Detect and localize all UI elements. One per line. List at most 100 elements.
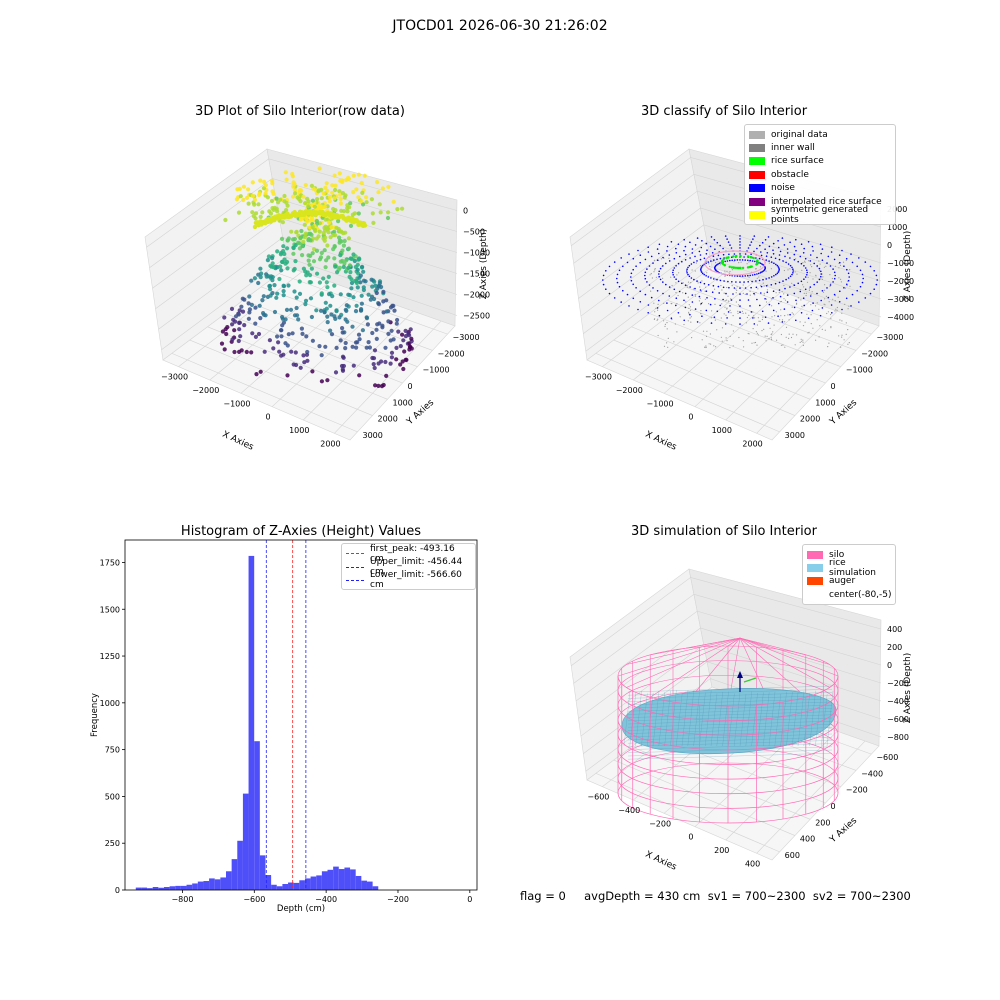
z-tick-label-0: −1500: [463, 270, 490, 279]
noise-point: [602, 279, 604, 281]
original-point: [745, 312, 747, 314]
rice-surface-point: [727, 256, 730, 259]
raw-point: [400, 206, 405, 211]
rice-surface-point: [734, 254, 738, 258]
noise-point: [662, 256, 664, 259]
raw-point: [307, 273, 313, 278]
rice-mesh-line: [623, 690, 631, 747]
raw-point: [337, 315, 342, 320]
rice-mesh-line: [705, 690, 712, 747]
histogram-bar: [372, 886, 379, 890]
original-point: [670, 302, 672, 305]
raw-point: [327, 195, 332, 200]
noise-point: [820, 299, 822, 302]
histogram-bar: [316, 875, 322, 890]
raw-point: [381, 289, 386, 294]
original-point: [704, 290, 706, 292]
original-point: [790, 336, 793, 339]
noise-point: [616, 273, 619, 276]
silo-roof-spoke: [617, 637, 741, 677]
noise-point: [803, 304, 805, 307]
raw-point: [276, 340, 281, 345]
raw-point: [281, 244, 286, 249]
noise-point: [694, 287, 696, 290]
original-point: [830, 317, 832, 319]
raw-point: [386, 331, 391, 336]
raw-point: [252, 197, 258, 202]
auger-arrow: [737, 671, 743, 678]
noise-point: [753, 323, 756, 325]
raw-point: [310, 224, 315, 230]
noise-point: [800, 312, 803, 314]
y-tick-label-0: −1000: [423, 366, 450, 375]
noise-point: [806, 274, 808, 276]
original-point: [721, 303, 723, 305]
noise-point: [858, 257, 860, 259]
original-point: [794, 271, 796, 273]
raw-point: [246, 201, 251, 206]
noise-point: [793, 253, 796, 256]
noise-point: [774, 282, 777, 285]
original-point: [785, 326, 788, 328]
original-point: [667, 346, 669, 348]
raw-point: [223, 217, 228, 223]
rice-surface-point: [732, 266, 736, 269]
rice-surface-point: [749, 265, 752, 269]
z-tick-label-0: −2500: [463, 312, 490, 321]
original-point: [689, 317, 691, 319]
noise-point: [777, 240, 779, 242]
noise-point: [709, 245, 712, 248]
noise-point: [787, 277, 790, 279]
original-point: [781, 319, 784, 321]
raw-point: [329, 332, 335, 337]
raw-point: [285, 238, 290, 243]
noise-point: [795, 319, 797, 322]
original-point: [810, 314, 812, 316]
legend-label: silo: [829, 549, 845, 560]
original-point: [768, 262, 770, 264]
rice-mesh-line: [627, 737, 833, 744]
raw-point: [389, 355, 394, 360]
noise-point: [802, 297, 805, 300]
y-tick-label-0: −3000: [453, 333, 480, 342]
z-tick-label-0: −2000: [463, 291, 490, 300]
original-point: [731, 285, 733, 287]
legend-entry: noise: [749, 182, 889, 195]
histogram-bar: [327, 869, 334, 890]
y-tick-label: 750: [105, 746, 120, 755]
noise-point: [847, 272, 850, 275]
x-tick-label: −600: [243, 895, 265, 904]
raw-point: [350, 324, 355, 329]
noise-point: [730, 247, 733, 249]
raw-point: [349, 277, 354, 282]
raw-point: [272, 309, 278, 315]
noise-point: [656, 259, 659, 262]
original-point: [689, 309, 692, 311]
rice-mesh-line: [627, 708, 833, 715]
raw-point: [250, 210, 255, 215]
noise-point: [710, 277, 712, 279]
raw-point: [222, 347, 227, 352]
raw-point: [401, 366, 406, 372]
original-point: [700, 290, 702, 292]
original-point: [737, 310, 739, 312]
raw-point: [389, 350, 395, 355]
original-point: [821, 278, 823, 280]
original-point: [754, 317, 756, 319]
raw-point: [301, 194, 306, 199]
original-point: [682, 292, 684, 294]
original-point: [728, 272, 730, 274]
original-point: [708, 343, 710, 345]
noise-point: [662, 281, 664, 283]
noise-point: [731, 281, 733, 283]
noise-point: [739, 287, 741, 289]
original-point: [836, 306, 838, 309]
raw-point: [310, 198, 315, 203]
raw-point: [246, 301, 251, 306]
y-tick-label: 1000: [100, 699, 120, 708]
noise-point: [811, 245, 814, 248]
noise-point: [752, 317, 754, 319]
noise-point: [686, 270, 688, 272]
original-point: [810, 264, 812, 266]
original-point: [783, 293, 785, 295]
